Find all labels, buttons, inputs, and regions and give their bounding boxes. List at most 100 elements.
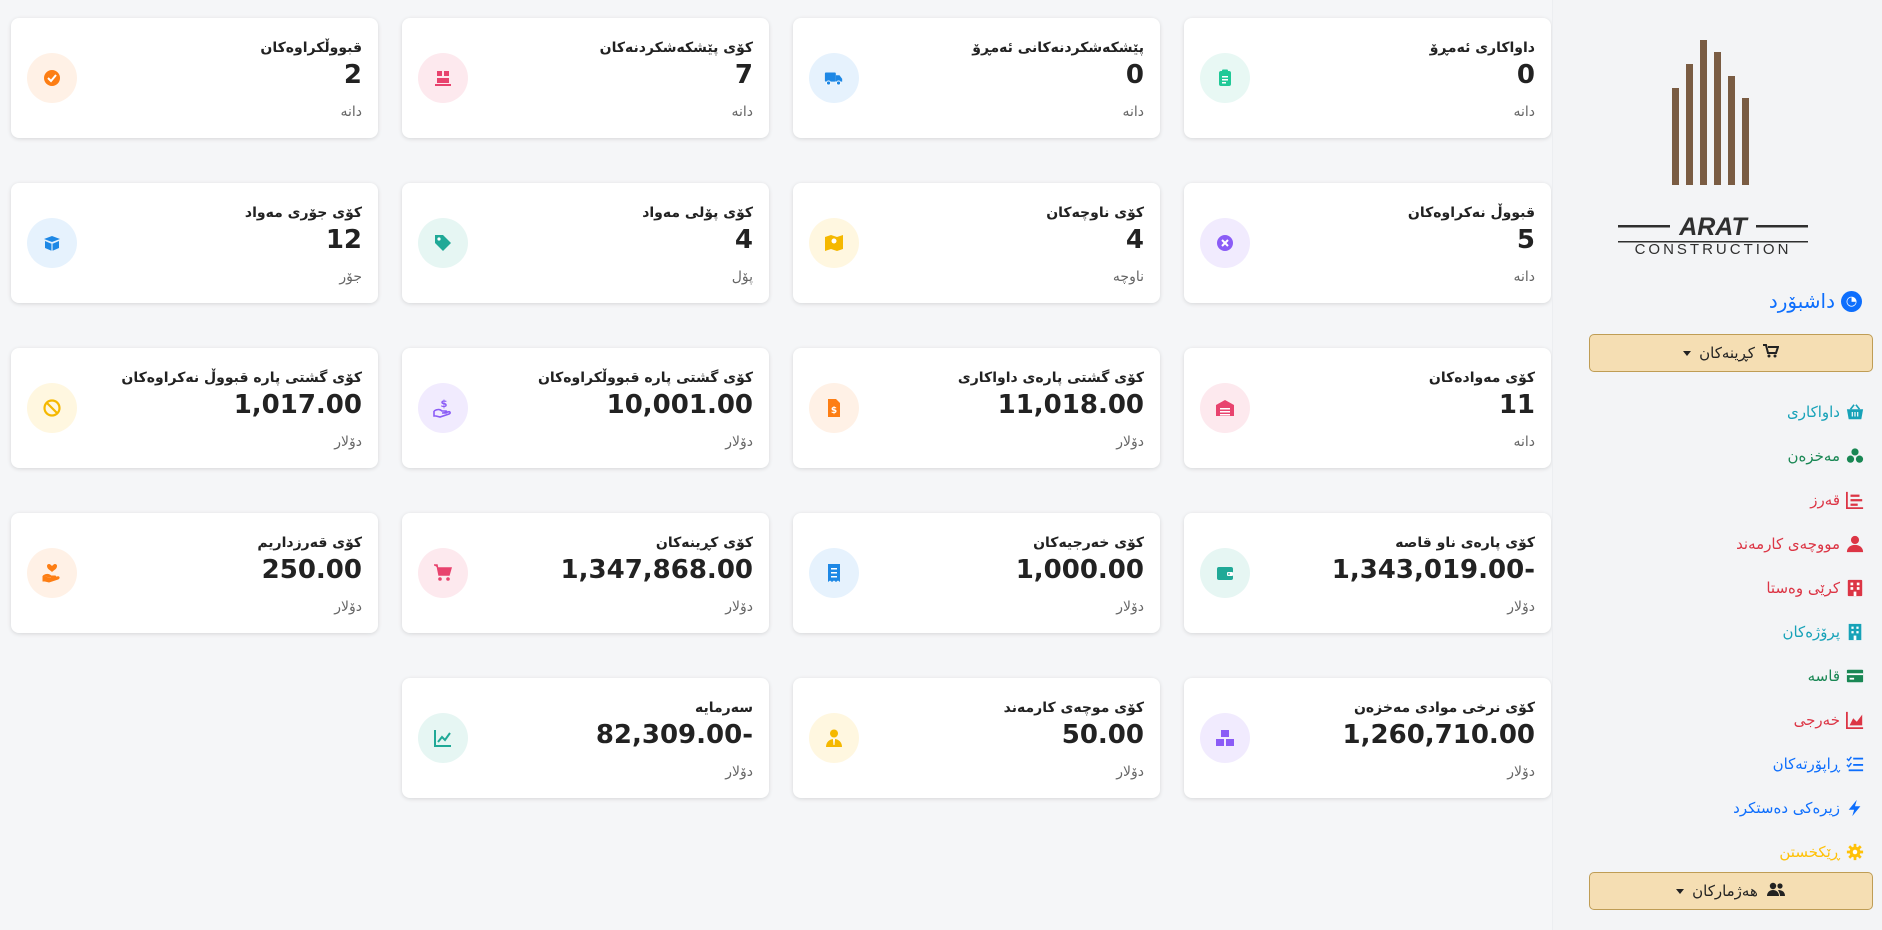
sidebar-item[interactable]: مەخزەن xyxy=(1564,434,1864,478)
stat-label: کۆی خەرجیەکان xyxy=(1033,535,1144,551)
stat-value: 4 xyxy=(1125,225,1144,255)
sidebar-item[interactable]: مووچەی کارمەند xyxy=(1564,522,1864,566)
stat-value: 0 xyxy=(1125,60,1144,90)
check-circle-icon xyxy=(27,53,77,103)
gear-icon xyxy=(1846,843,1864,861)
stat-unit: دانە xyxy=(1122,104,1144,120)
stat-value: 1,000.00 xyxy=(1015,555,1144,585)
stat-unit: دانە xyxy=(340,104,362,120)
chevron-down-icon xyxy=(1683,350,1692,356)
sidebar-item-label: مەخزەن xyxy=(1787,447,1841,465)
stat-label: قبووڵ نەکراوەکان xyxy=(1407,205,1535,221)
stat-label: قبووڵکراوەکان xyxy=(260,40,362,56)
accounts-dropdown[interactable]: هەژمارکان xyxy=(1589,872,1873,910)
stat-unit: دانە xyxy=(1513,434,1535,450)
boxes-icon xyxy=(1846,447,1864,465)
stat-label: کۆی گشتی پارە قبووڵکراوەکان xyxy=(537,370,753,386)
stat-label: کۆی موچەی کارمەند xyxy=(1003,700,1144,716)
purchases-dropdown[interactable]: کڕینەکان xyxy=(1589,334,1873,372)
stat-value: 1,347,868.00 xyxy=(560,555,753,585)
sidebar-item-label: مووچەی کارمەند xyxy=(1736,535,1840,553)
building-icon xyxy=(1846,579,1864,597)
stat-value: 11 xyxy=(1498,390,1535,420)
sidebar-item[interactable]: داواکاری xyxy=(1564,390,1864,434)
sidebar-item-label: زیرەکی دەستکرد xyxy=(1733,799,1840,817)
sidebar-item-label: قاسە xyxy=(1807,667,1840,685)
svg-text:$: $ xyxy=(441,399,448,410)
stat-label: داواکاری ئەمڕۆ xyxy=(1429,40,1535,56)
stat-card: کۆی گشتی پارە قبووڵ نەکراوەکان 1,017.00 دۆ… xyxy=(11,348,378,468)
stat-card: قبووڵکراوەکان 2 دانە xyxy=(11,18,378,138)
basket-icon xyxy=(1846,403,1864,421)
stat-card: کۆی خەرجیەکان 1,000.00 دۆلار xyxy=(793,513,1160,633)
sidebar-item-label: کرێی وەستا xyxy=(1766,579,1840,597)
stat-value: 12 xyxy=(325,225,362,255)
user-icon xyxy=(1846,535,1864,553)
sidebar-nav: داواکاری مەخزەن قەرز مووچەی کارمەند کرێی وەس… xyxy=(1564,390,1864,874)
stat-value: 5 xyxy=(1516,225,1535,255)
stat-unit: دانە xyxy=(1513,269,1535,285)
users-icon xyxy=(1766,882,1786,900)
clipboard-icon xyxy=(1200,53,1250,103)
invoice-dollar-icon: $ xyxy=(809,383,859,433)
sidebar-item-label: ڕێکخستن xyxy=(1779,843,1840,861)
sidebar-item-label: پرۆژەکان xyxy=(1782,623,1840,641)
stat-unit: دۆلار xyxy=(725,599,753,615)
sidebar-item[interactable]: خەرجی xyxy=(1564,698,1864,742)
sidebar-item[interactable]: قاسە xyxy=(1564,654,1864,698)
sidebar-item[interactable]: ڕێکخستن xyxy=(1564,830,1864,874)
sidebar-item-label: ڕاپۆرتەکان xyxy=(1772,755,1840,773)
stat-card: کۆی کڕینەکان 1,347,868.00 دۆلار xyxy=(402,513,769,633)
stat-unit: دۆلار xyxy=(1507,599,1535,615)
stat-unit: دۆلار xyxy=(1116,434,1144,450)
stat-card: کۆی نرخی موادی مەخزەن 1,260,710.00 دۆلار xyxy=(1184,678,1551,798)
stat-unit: پۆل xyxy=(731,269,753,285)
project-icon xyxy=(1846,623,1864,641)
stat-card: کۆی جۆری مەواد 12 جۆر xyxy=(11,183,378,303)
stat-unit: دانە xyxy=(731,104,753,120)
stat-value: 2 xyxy=(343,60,362,90)
stat-label: کۆی مەوادەکان xyxy=(1428,370,1535,386)
sidebar-item[interactable]: قەرز xyxy=(1564,478,1864,522)
dashboard-label: داشبۆرد xyxy=(1768,289,1835,313)
sidebar-item[interactable]: زیرەکی دەستکرد xyxy=(1564,786,1864,830)
line-chart-icon xyxy=(418,713,468,763)
stat-value: 1,343,019.00- xyxy=(1331,555,1535,585)
stat-card: قبووڵ نەکراوەکان 5 دانە xyxy=(1184,183,1551,303)
sidebar-item-label: خەرجی xyxy=(1793,711,1840,729)
stat-label: کۆی پێشکەشکردنەکان xyxy=(599,40,753,56)
cart-icon xyxy=(418,548,468,598)
stat-label: سەرمایە xyxy=(695,700,753,716)
stat-card: کۆی پارەی ناو قاصە 1,343,019.00- دۆلار xyxy=(1184,513,1551,633)
stat-label: کۆی ناوچەکان xyxy=(1046,205,1144,221)
stat-card: کۆی موچەی کارمەند 50.00 دۆلار xyxy=(793,678,1160,798)
purchases-dropdown-label: کڕینەکان xyxy=(1699,344,1755,362)
sidebar-item[interactable]: ڕاپۆرتەکان xyxy=(1564,742,1864,786)
stat-unit: دۆلار xyxy=(1116,599,1144,615)
stat-card: کۆی پێشکەشکردنەکان 7 دانە xyxy=(402,18,769,138)
dashboard-link[interactable]: ◔ داشبۆرد xyxy=(1769,289,1862,313)
stat-unit: دۆلار xyxy=(334,434,362,450)
stat-label: کۆی جۆری مەواد xyxy=(244,205,362,221)
ledger-icon xyxy=(1846,491,1864,509)
stat-unit: دۆلار xyxy=(1507,764,1535,780)
sidebar: ARAT CONSTRUCTION ◔ داشبۆرد کڕینەکان داو… xyxy=(1552,0,1882,930)
stat-card: پێشکەشکردنەکانی ئەمڕۆ 0 دانە xyxy=(793,18,1160,138)
stat-value: 250.00 xyxy=(261,555,362,585)
x-circle-icon xyxy=(1200,218,1250,268)
stat-label: کۆی قەرزداریم xyxy=(257,535,362,551)
stat-value: 82,309.00- xyxy=(595,720,753,750)
hand-dollar-icon: $ xyxy=(418,383,468,433)
bolt-icon xyxy=(1846,799,1864,817)
stat-value: 0 xyxy=(1516,60,1535,90)
svg-text:ARAT: ARAT xyxy=(1678,213,1749,241)
svg-text:$: $ xyxy=(831,406,837,416)
sidebar-item[interactable]: پرۆژەکان xyxy=(1564,610,1864,654)
stat-value: 7 xyxy=(734,60,753,90)
truck-icon xyxy=(809,53,859,103)
boxes-stack-icon xyxy=(1200,713,1250,763)
stat-label: پێشکەشکردنەکانی ئەمڕۆ xyxy=(972,40,1144,56)
user-tie-icon xyxy=(809,713,859,763)
sidebar-item[interactable]: کرێی وەستا xyxy=(1564,566,1864,610)
stat-unit: دۆلار xyxy=(334,599,362,615)
